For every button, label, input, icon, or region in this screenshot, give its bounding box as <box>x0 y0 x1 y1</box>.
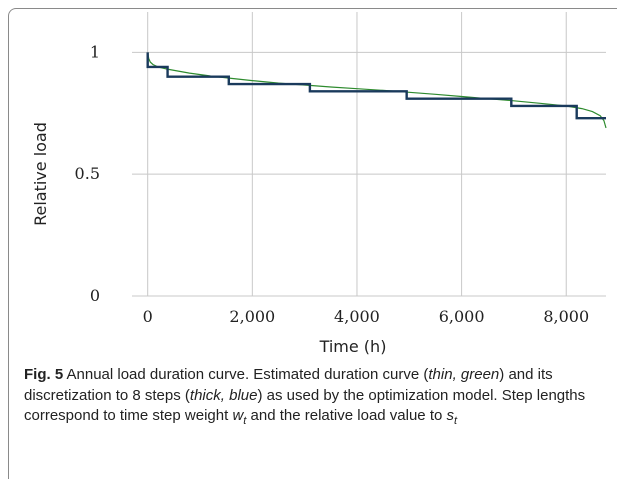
figure-label: Fig. 5 <box>24 366 64 383</box>
caption-part: ) and its discretization to 8 steps ( <box>24 366 553 404</box>
caption-part: and the relative load value to <box>246 407 447 424</box>
x-tick-label: 4,000 <box>334 307 380 326</box>
tick-labels: 0 2,000 4,000 6,000 8,000 0 0.5 1 <box>75 42 590 326</box>
x-tick-label: 2,000 <box>229 307 275 326</box>
figure-frame <box>8 8 617 479</box>
caption-part: w <box>232 407 244 424</box>
caption-part: Annual load duration curve. Estimated du… <box>63 366 429 383</box>
x-axis-label: Time (h) <box>319 337 387 356</box>
caption-part: ) as used by the optimization model. Ste… <box>24 386 586 425</box>
caption-part: t <box>243 415 247 427</box>
y-tick-label: 0 <box>90 286 100 305</box>
x-tick-label: 0 <box>143 307 153 326</box>
y-axis-label: Relative load <box>31 122 50 226</box>
series-group <box>146 52 607 129</box>
grid-lines <box>132 12 606 297</box>
caption-part: s <box>446 407 455 424</box>
x-tick-label: 6,000 <box>439 307 485 326</box>
load-duration-chart: 0 2,000 4,000 6,000 8,000 0 0.5 1 Time (h) Rela… <box>31 12 607 356</box>
caption-part: thin, green <box>428 366 500 383</box>
x-tick-label: 8,000 <box>543 307 589 326</box>
y-tick-label: 1 <box>90 42 100 61</box>
caption-part: t <box>454 415 458 427</box>
figure-caption: Fig. 5 Annual load duration curve. Estim… <box>24 365 599 432</box>
caption-part: thick, blue <box>189 386 258 404</box>
y-tick-label: 0.5 <box>75 164 100 183</box>
caption-text: Annual load duration curve. Estimated du… <box>24 366 586 427</box>
discretized-step-line <box>146 52 606 120</box>
